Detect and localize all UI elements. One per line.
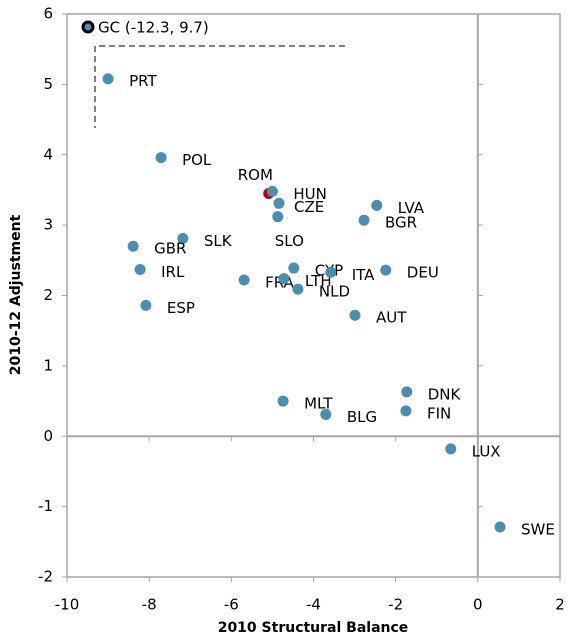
y-tick-label: 3 [43,216,53,234]
x-tick-label: 2 [555,596,565,614]
point [288,262,300,274]
point [127,240,139,252]
point-label: BLG [347,408,377,426]
point-label: SLK [204,232,233,250]
point [155,152,167,164]
point-label: MLT [304,395,333,413]
point [325,266,337,278]
point [272,211,284,223]
point-label: IRL [161,263,185,281]
point [494,521,506,533]
y-axis-title: 2010-12 Adjustment [8,214,24,375]
x-tick-label: 0 [473,596,483,614]
point [277,395,289,407]
point [445,443,457,455]
point-label: DNK [428,385,462,403]
y-tick-label: -2 [38,568,53,586]
point [358,214,370,226]
point [238,274,250,286]
x-tick-label: -10 [55,596,80,614]
point-label: POL [182,151,212,169]
point [102,73,114,85]
point-label: GBR [154,240,186,258]
x-tick-label: -8 [142,596,157,614]
point-label: LUX [472,442,501,460]
point-label: BGR [385,214,417,232]
plot-frame [66,13,561,578]
point-label: ROM [238,166,273,184]
point-label: ESP [167,299,195,317]
point [134,263,146,275]
point [292,283,304,295]
x-tick-label: -2 [388,596,403,614]
point [273,197,285,209]
y-tick-label: 2 [43,286,53,304]
point-label: DEU [407,264,439,282]
point-label: AUT [376,309,407,327]
outlier-marker [81,20,95,34]
point-label: PRT [129,72,157,90]
x-axis-title: 2010 Structural Balance [218,620,409,636]
point [266,185,278,197]
point-label: LVA [398,199,425,217]
point [278,273,290,285]
point-label: HUN [293,185,326,203]
y-tick-label: 0 [43,427,53,445]
point-label: SLO [275,232,304,250]
point-label: LTH [305,272,332,290]
point-label: NLD [319,283,350,301]
point-label: FIN [427,404,451,422]
x-tick-label: -4 [306,596,321,614]
point [380,264,392,276]
break-marker [94,45,345,128]
y-tick-label: 4 [43,145,53,163]
point [140,299,152,311]
point-label: CZE [294,198,324,216]
point-label: ITA [352,266,375,284]
point [401,386,413,398]
point [371,199,383,211]
y-tick-label: 5 [43,75,53,93]
point [349,309,361,321]
y-tick-label: 6 [43,5,53,23]
point [320,408,332,420]
y-tick-label: 1 [43,356,53,374]
annotation: GC (-12.3, 9.7) [98,19,209,37]
point [177,232,189,244]
point [400,405,412,417]
y-tick-label: -1 [38,497,53,515]
point-label: SWE [521,521,555,539]
x-tick-label: -6 [224,596,239,614]
